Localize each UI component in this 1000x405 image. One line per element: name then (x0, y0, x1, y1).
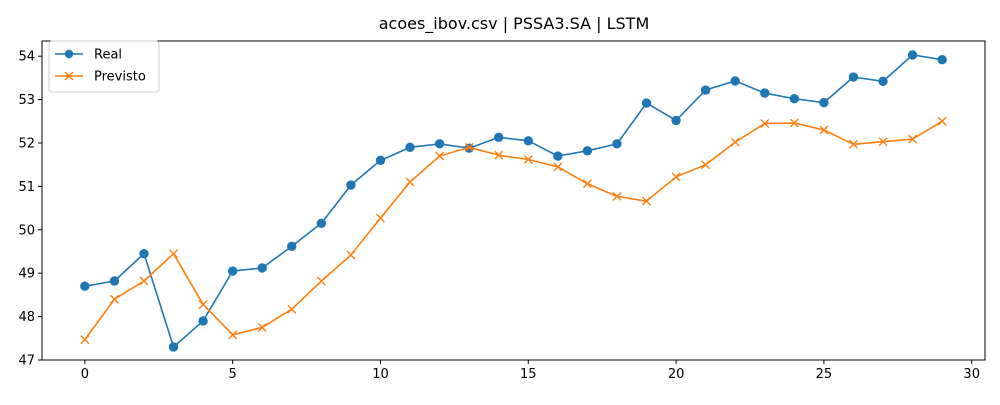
data-point (907, 50, 918, 60)
data-point (346, 180, 356, 190)
x-tick-label: 0 (81, 367, 89, 382)
series-line (84, 120, 943, 341)
data-point (553, 151, 563, 161)
data-point (109, 294, 119, 304)
x-tick-label: 15 (520, 367, 537, 382)
data-point (701, 160, 711, 170)
plot-frame (41, 40, 986, 361)
axes: 0 5 10 15 20 25 30 47 48 49 50 51 52 53 54 (18, 40, 986, 382)
data-point (612, 191, 622, 201)
data-point (80, 335, 90, 345)
data-point (730, 137, 740, 147)
data-point (523, 136, 533, 146)
data-point (671, 115, 681, 126)
data-point (168, 342, 179, 352)
data-point (671, 172, 681, 182)
series-real (80, 50, 947, 352)
series-previsto (80, 116, 947, 345)
data-point (198, 316, 208, 326)
y-tick-label: 50 (18, 223, 35, 238)
data-point (405, 142, 415, 153)
data-point (257, 263, 267, 273)
data-point (760, 88, 770, 98)
data-point (464, 142, 474, 152)
data-point (848, 72, 859, 82)
data-point (316, 276, 326, 286)
data-point (878, 76, 888, 87)
data-point (494, 150, 504, 160)
data-point (642, 196, 652, 206)
data-point (287, 241, 297, 251)
data-point (553, 162, 563, 172)
data-point (227, 266, 238, 276)
data-point (169, 249, 179, 259)
x-tick-label: 5 (229, 367, 237, 382)
data-point (819, 97, 829, 108)
data-point (494, 132, 504, 143)
data-point (434, 139, 445, 149)
data-point (139, 276, 149, 286)
data-point (228, 330, 238, 340)
legend-marker (64, 49, 74, 59)
chart-title: acoes_ibov.csv | PSSA3.SA | LSTM (379, 14, 650, 34)
data-point (700, 85, 711, 95)
y-tick-label: 51 (18, 180, 35, 195)
data-point (198, 299, 208, 309)
y-tick-label: 48 (18, 310, 35, 325)
data-point (760, 118, 770, 128)
data-point (582, 146, 593, 156)
data-point (435, 151, 445, 161)
y-tick-label: 54 (18, 50, 35, 65)
x-tick-label: 10 (372, 367, 389, 382)
data-point (80, 281, 90, 291)
data-point (287, 304, 297, 314)
y-tick-label: 52 (18, 136, 35, 151)
y-tick-label: 49 (18, 267, 35, 282)
x-tick-label: 20 (668, 367, 685, 382)
data-point (937, 54, 947, 65)
data-point (582, 179, 592, 189)
data-point (612, 139, 622, 149)
x-tick-label: 30 (963, 367, 980, 382)
data-point (730, 76, 740, 86)
data-point (139, 248, 149, 259)
legend-label: Real (94, 48, 122, 63)
legend: Real Previsto (48, 40, 160, 93)
data-point (878, 137, 888, 147)
data-point (523, 154, 533, 164)
data-point (109, 276, 120, 286)
legend-label: Previsto (94, 70, 146, 85)
data-point (789, 94, 800, 104)
data-point (346, 250, 356, 260)
y-tick-label: 47 (18, 354, 35, 369)
legend-marker (64, 71, 74, 81)
legend-item-real: Real (55, 48, 122, 63)
legend-item-previsto: Previsto (55, 70, 146, 85)
series-line (84, 54, 943, 348)
series-layer (80, 50, 947, 352)
data-point (375, 213, 385, 223)
data-point (641, 98, 652, 108)
data-point (937, 116, 947, 126)
data-point (257, 322, 267, 332)
x-tick-label: 25 (816, 367, 833, 382)
data-point (316, 218, 327, 228)
data-point (819, 125, 829, 135)
data-point (908, 134, 918, 144)
data-point (405, 177, 415, 187)
y-tick-label: 53 (18, 93, 35, 108)
data-point (848, 139, 858, 149)
data-point (375, 155, 386, 166)
data-point (789, 118, 799, 128)
